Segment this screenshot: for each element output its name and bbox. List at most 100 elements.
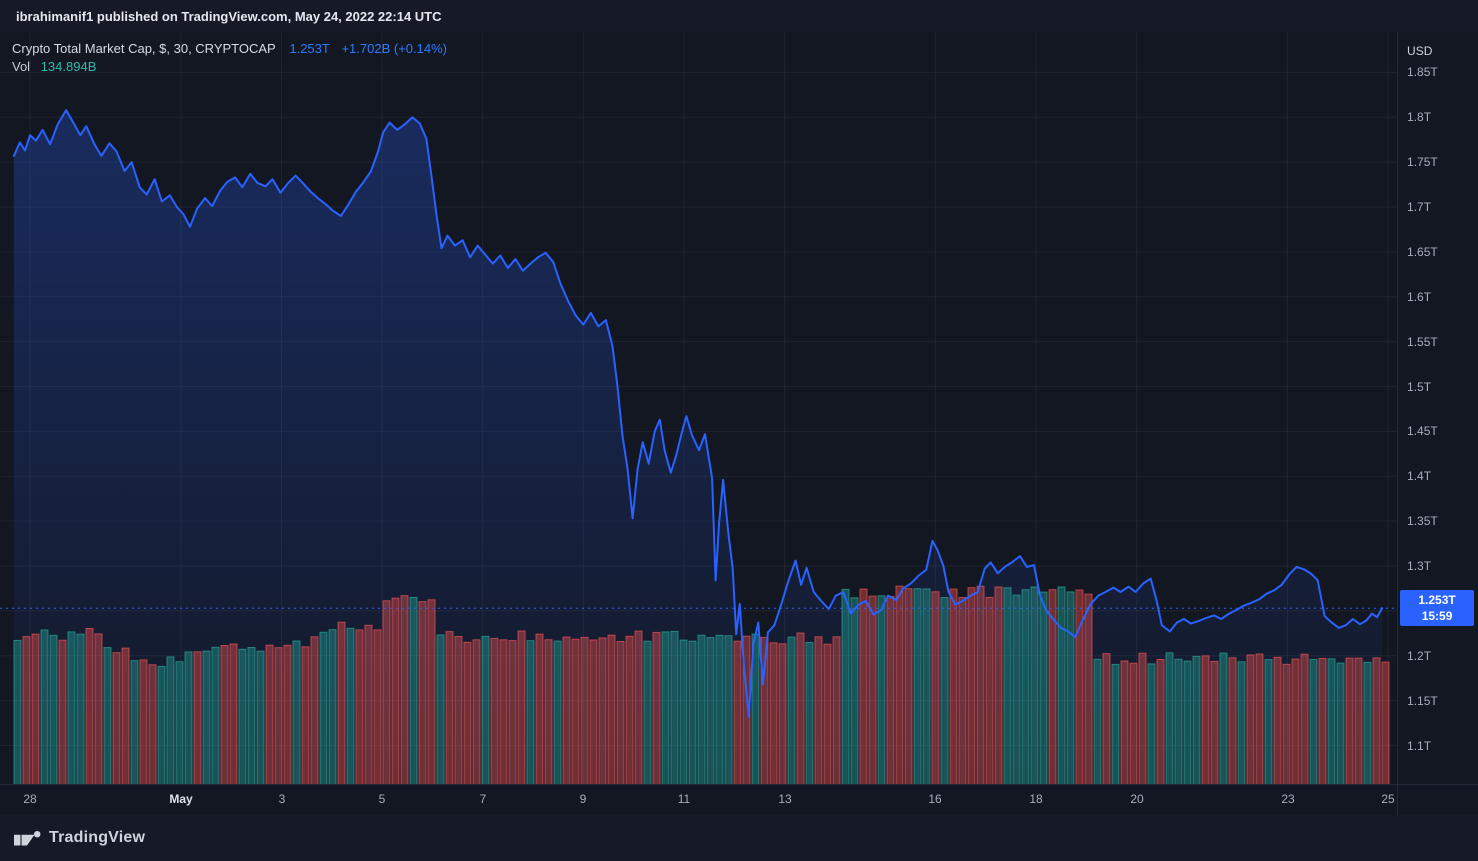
- volume-bar: [868, 595, 877, 785]
- volume-bar: [391, 597, 400, 785]
- volume-bar: [166, 656, 175, 785]
- footer: TradingView: [0, 815, 1478, 861]
- volume-bar: [1156, 659, 1165, 785]
- volume-bar: [355, 629, 364, 785]
- volume-bar: [643, 640, 652, 785]
- price-axis-label: 1.15T: [1407, 694, 1438, 708]
- chart-pane[interactable]: Crypto Total Market Cap, $, 30, CRYPTOCA…: [0, 32, 1398, 815]
- volume-bar: [454, 636, 463, 785]
- volume-bar: [814, 636, 823, 785]
- volume-bar: [121, 647, 130, 785]
- volume-bar: [499, 639, 508, 785]
- volume-bar: [103, 647, 112, 785]
- volume-bar: [553, 640, 562, 785]
- volume-bar: [724, 635, 733, 785]
- price-axis[interactable]: USD 1.85T 1.8T 1.75T 1.7T 1.65T 1.6T 1.55T 1.5T…: [1397, 32, 1478, 815]
- volume-bar: [346, 627, 355, 785]
- volume-bar: [895, 585, 904, 785]
- volume-bar: [184, 651, 193, 785]
- volume-bar: [211, 646, 220, 785]
- volume-value: 134.894B: [40, 59, 97, 74]
- price-line: [12, 109, 1384, 718]
- price-axis-label: 1.1T: [1407, 739, 1432, 753]
- price-axis-label: 1.4T: [1407, 469, 1432, 483]
- publish-banner: ibrahimanif1 published on TradingView.co…: [0, 0, 1478, 32]
- volume-bar: [445, 631, 454, 785]
- volume-bar: [1282, 663, 1291, 785]
- volume-bar: [535, 633, 544, 785]
- volume-bar: [769, 642, 778, 785]
- volume-bar: [1309, 658, 1318, 785]
- volume-bar: [319, 631, 328, 785]
- volume-bar: [130, 660, 139, 785]
- volume-bar: [1093, 658, 1102, 785]
- volume-bar: [409, 596, 418, 785]
- volume-bar: [796, 632, 805, 785]
- volume-bar: [337, 621, 346, 785]
- volume-bar: [589, 639, 598, 785]
- volume-bar: [913, 588, 922, 785]
- volume-bar: [265, 644, 274, 785]
- volume-bar: [1210, 660, 1219, 785]
- volume-bar: [1300, 653, 1309, 785]
- time-axis-label: 5: [378, 792, 386, 806]
- volume-bar: [1174, 658, 1183, 785]
- volume-bar: [679, 639, 688, 785]
- time-axis-label: 13: [778, 792, 792, 806]
- volume-bar: [697, 634, 706, 785]
- volume-bar: [625, 635, 634, 785]
- volume-bar: [1048, 589, 1057, 785]
- market-cap-chart[interactable]: [0, 32, 1398, 785]
- volume-bar: [1066, 591, 1075, 785]
- time-axis[interactable]: 28 May 3 5 7 9 11 13 16 18 20 23 25: [0, 784, 1398, 815]
- volume-bar: [1201, 655, 1210, 785]
- volume-bar: [301, 646, 310, 785]
- volume-bar: [661, 631, 670, 785]
- volume-bar: [958, 597, 967, 785]
- volume-bar: [652, 631, 661, 785]
- last-price-value: 1.253T: [289, 41, 330, 56]
- volume-bar: [1246, 654, 1255, 785]
- volume-bar: [463, 641, 472, 785]
- legend-main-row: Crypto Total Market Cap, $, 30, CRYPTOCA…: [12, 40, 447, 58]
- price-axis-label: 1.65T: [1407, 245, 1438, 259]
- volume-bar: [859, 588, 868, 785]
- volume-bar: [247, 647, 256, 785]
- time-axis-label: 3: [278, 792, 286, 806]
- volume-bar: [598, 637, 607, 785]
- currency-label: USD: [1407, 44, 1433, 58]
- volume-bar: [13, 639, 22, 785]
- volume-bar: [670, 630, 679, 785]
- volume-label[interactable]: Vol: [12, 59, 31, 74]
- volume-bar: [22, 636, 31, 785]
- volume-bar: [634, 630, 643, 785]
- volume-bar: [1021, 589, 1030, 785]
- volume-bar: [985, 596, 994, 785]
- volume-bar: [580, 636, 589, 785]
- volume-bar: [733, 640, 742, 785]
- tradingview-logo-icon: [14, 830, 41, 847]
- symbol-title[interactable]: Crypto Total Market Cap, $, 30, CRYPTOCA…: [12, 41, 276, 56]
- time-axis-label: 20: [1130, 792, 1144, 806]
- volume-bar: [1165, 652, 1174, 785]
- volume-bar: [1030, 586, 1039, 785]
- volume-bar: [1102, 653, 1111, 785]
- time-axis-label: 25: [1381, 792, 1395, 806]
- volume-bar: [202, 650, 211, 785]
- price-axis-label: 1.5T: [1407, 380, 1432, 394]
- volume-bars: [13, 585, 1390, 785]
- volume-bar: [175, 661, 184, 785]
- price-axis-label: 1.45T: [1407, 424, 1438, 438]
- volume-bar: [1291, 658, 1300, 785]
- volume-bar: [229, 643, 238, 785]
- volume-bar: [427, 599, 436, 785]
- time-axis-label: May: [169, 792, 193, 806]
- tradingview-logo[interactable]: TradingView: [14, 829, 145, 847]
- volume-bar: [1192, 655, 1201, 785]
- price-axis-label: 1.35T: [1407, 514, 1438, 528]
- volume-bar: [967, 587, 976, 785]
- volume-bar: [382, 600, 391, 785]
- legend: Crypto Total Market Cap, $, 30, CRYPTOCA…: [12, 40, 447, 76]
- volume-bar: [832, 636, 841, 785]
- volume-bar: [148, 664, 157, 785]
